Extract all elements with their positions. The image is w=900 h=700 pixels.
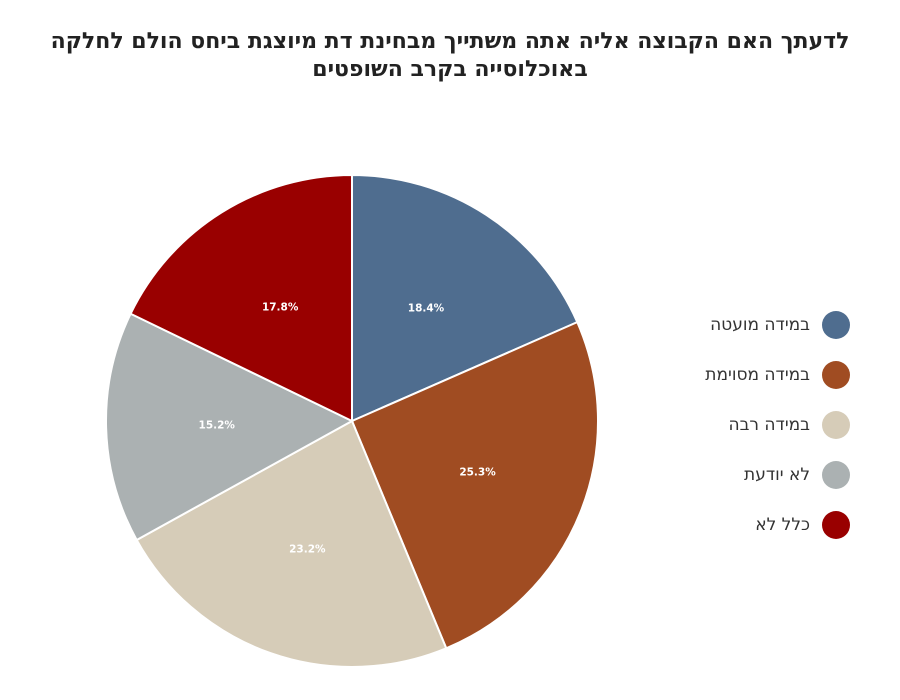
legend-item-4: כלל לא xyxy=(640,500,850,550)
legend-item-1: במידה מסוימת xyxy=(640,350,850,400)
slice-data-label-0: 18.4% xyxy=(408,303,445,315)
legend-label: לא יודעת xyxy=(744,465,810,485)
slice-data-label-3: 15.2% xyxy=(199,420,236,432)
legend-label: כלל לא xyxy=(755,515,810,535)
legend-label: במידה רבה xyxy=(728,415,811,435)
pie-slice-2 xyxy=(135,419,448,668)
chart-title-line-2: באוכלוסייה בקרב השופטים xyxy=(312,57,588,82)
pie-slice-3 xyxy=(105,312,355,542)
legend: במידה מועטה במידה מסוימת במידה רבה לא יודעת… xyxy=(640,300,850,550)
slice-data-label-2: 23.2% xyxy=(289,544,326,556)
legend-swatch xyxy=(822,511,850,539)
legend-swatch xyxy=(822,311,850,339)
chart-title: לדעתך האם הקבוצה אליה אתה משתייך מבחינת … xyxy=(30,28,870,84)
legend-swatch xyxy=(822,361,850,389)
legend-item-0: במידה מועטה xyxy=(640,300,850,350)
slice-data-label-4: 17.8% xyxy=(262,301,299,313)
legend-swatch xyxy=(822,411,850,439)
legend-swatch xyxy=(822,461,850,489)
pie-slice-0 xyxy=(351,173,579,423)
legend-item-3: לא יודעת xyxy=(640,450,850,500)
pie-slice-4 xyxy=(129,173,353,423)
legend-label: במידה מסוימת xyxy=(705,365,810,385)
slice-data-label-1: 25.3% xyxy=(459,466,496,478)
legend-label: במידה מועטה xyxy=(710,315,810,335)
legend-item-2: במידה רבה xyxy=(640,400,850,450)
chart-title-line-1: לדעתך האם הקבוצה אליה אתה משתייך מבחינת … xyxy=(50,29,850,54)
